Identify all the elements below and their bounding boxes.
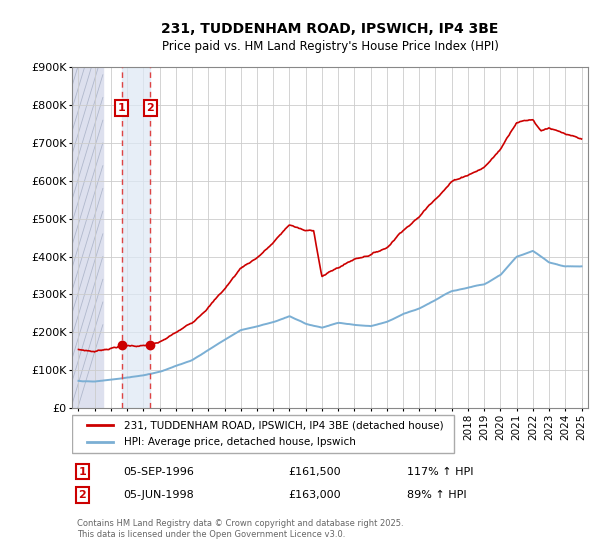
Text: 1: 1	[118, 103, 125, 113]
Text: £163,000: £163,000	[289, 490, 341, 500]
Text: 05-JUN-1998: 05-JUN-1998	[124, 490, 194, 500]
Text: 05-SEP-1996: 05-SEP-1996	[124, 466, 194, 477]
Text: £161,500: £161,500	[289, 466, 341, 477]
Text: 89% ↑ HPI: 89% ↑ HPI	[407, 490, 467, 500]
Text: Contains HM Land Registry data © Crown copyright and database right 2025.
This d: Contains HM Land Registry data © Crown c…	[77, 519, 404, 539]
Text: 117% ↑ HPI: 117% ↑ HPI	[407, 466, 474, 477]
Text: 231, TUDDENHAM ROAD, IPSWICH, IP4 3BE (detached house): 231, TUDDENHAM ROAD, IPSWICH, IP4 3BE (d…	[124, 420, 443, 430]
Text: 1: 1	[79, 466, 86, 477]
Text: 2: 2	[146, 103, 154, 113]
Bar	[72, 67, 103, 408]
Text: Price paid vs. HM Land Registry's House Price Index (HPI): Price paid vs. HM Land Registry's House …	[161, 40, 499, 53]
Text: 2: 2	[79, 490, 86, 500]
Bar	[122, 67, 150, 408]
FancyBboxPatch shape	[72, 416, 454, 453]
Text: 231, TUDDENHAM ROAD, IPSWICH, IP4 3BE: 231, TUDDENHAM ROAD, IPSWICH, IP4 3BE	[161, 22, 499, 36]
Text: HPI: Average price, detached house, Ipswich: HPI: Average price, detached house, Ipsw…	[124, 437, 355, 447]
